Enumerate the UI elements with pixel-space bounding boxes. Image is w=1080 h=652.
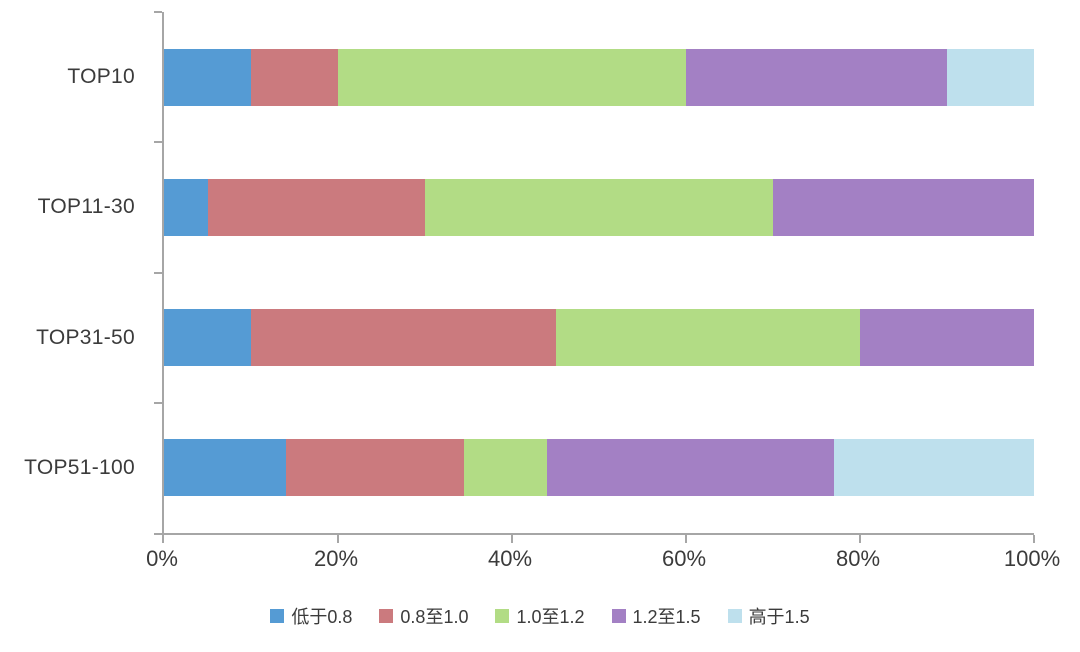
bar-segment [686,48,947,106]
y-axis-tick [154,401,162,404]
y-axis-label: TOP10 [0,12,148,142]
x-axis-tick [337,535,339,543]
bar-segment [207,178,425,236]
y-axis-label: TOP11-30 [0,142,148,272]
x-axis-tick-label: 20% [313,546,359,571]
x-axis-tick-label: 0% [146,546,178,571]
legend-label: 1.2至1.5 [632,607,701,627]
bar-segment [164,309,251,367]
bar-segment [833,439,1034,497]
y-axis-tick [154,141,162,144]
legend-swatch [611,609,626,623]
x-axis-tick [162,535,164,543]
legend-item: 高于1.5 [727,603,810,629]
legend-item: 0.8至1.0 [379,603,468,629]
stacked-bar [164,309,1034,367]
x-axis-tick [859,535,861,543]
bar-segment [285,439,465,497]
y-axis-tick [154,11,162,13]
y-axis-label: TOP51-100 [0,403,148,533]
y-axis-label-text: TOP10 [67,65,135,89]
bar-row-top31-50 [164,273,1034,403]
legend: 低于0.8 0.8至1.0 1.0至1.2 1.2至1.5 高于1.5 [0,603,1080,629]
legend-label: 高于1.5 [748,607,810,627]
x-axis-tick [685,535,687,543]
bar-segment [164,178,208,236]
bar-row-top51-100 [164,403,1034,533]
stacked-bar [164,48,1034,106]
plot-area [154,11,1035,543]
legend-label: 0.8至1.0 [400,607,469,627]
x-axis-tick [511,535,513,543]
bar-segment [425,178,773,236]
y-axis-label: TOP31-50 [0,273,148,403]
bar-segment [164,439,286,497]
legend-item: 低于0.8 [270,603,352,629]
x-axis-tick-label: 60% [661,546,707,571]
legend-item: 1.0至1.2 [495,603,585,629]
y-axis-label-text: TOP31-50 [36,325,135,349]
bar-segment [338,48,686,106]
y-axis-tick [154,271,162,274]
x-axis-tick [1033,535,1035,543]
y-axis-labels: TOP10 TOP11-30 TOP31-50 TOP51-100 [0,12,148,533]
bar-segment [947,48,1034,106]
legend-item: 1.2至1.5 [611,603,701,629]
legend-swatch [270,609,285,623]
stacked-bar [164,178,1034,236]
bar-segment [251,309,556,367]
legend-swatch [727,609,742,623]
x-axis-tick-label: 40% [487,546,533,571]
x-axis-tick-label: 100% [1003,546,1061,571]
bar-segment [546,439,834,497]
y-axis-label-text: TOP11-30 [37,195,135,219]
bar-segment [555,309,860,367]
bar-segment [860,309,1034,367]
y-axis-label-text: TOP51-100 [24,455,135,479]
legend-swatch [379,609,394,623]
bar-segment [251,48,338,106]
bar-row-top11-30 [164,142,1034,272]
legend-label: 1.0至1.2 [516,607,585,627]
x-axis-tick-labels: 0% 20% 40% 60% 80% 100% [146,546,1060,576]
bar-segment [164,48,251,106]
legend-swatch [495,609,510,623]
bar-segment [773,178,1034,236]
bars-container [164,12,1034,533]
stacked-bar [164,439,1034,497]
x-axis-tick-label: 80% [835,546,881,571]
y-axis-tick [154,533,162,535]
legend-label: 低于0.8 [291,607,353,627]
bar-segment [464,439,547,497]
bar-row-top10 [164,12,1034,142]
